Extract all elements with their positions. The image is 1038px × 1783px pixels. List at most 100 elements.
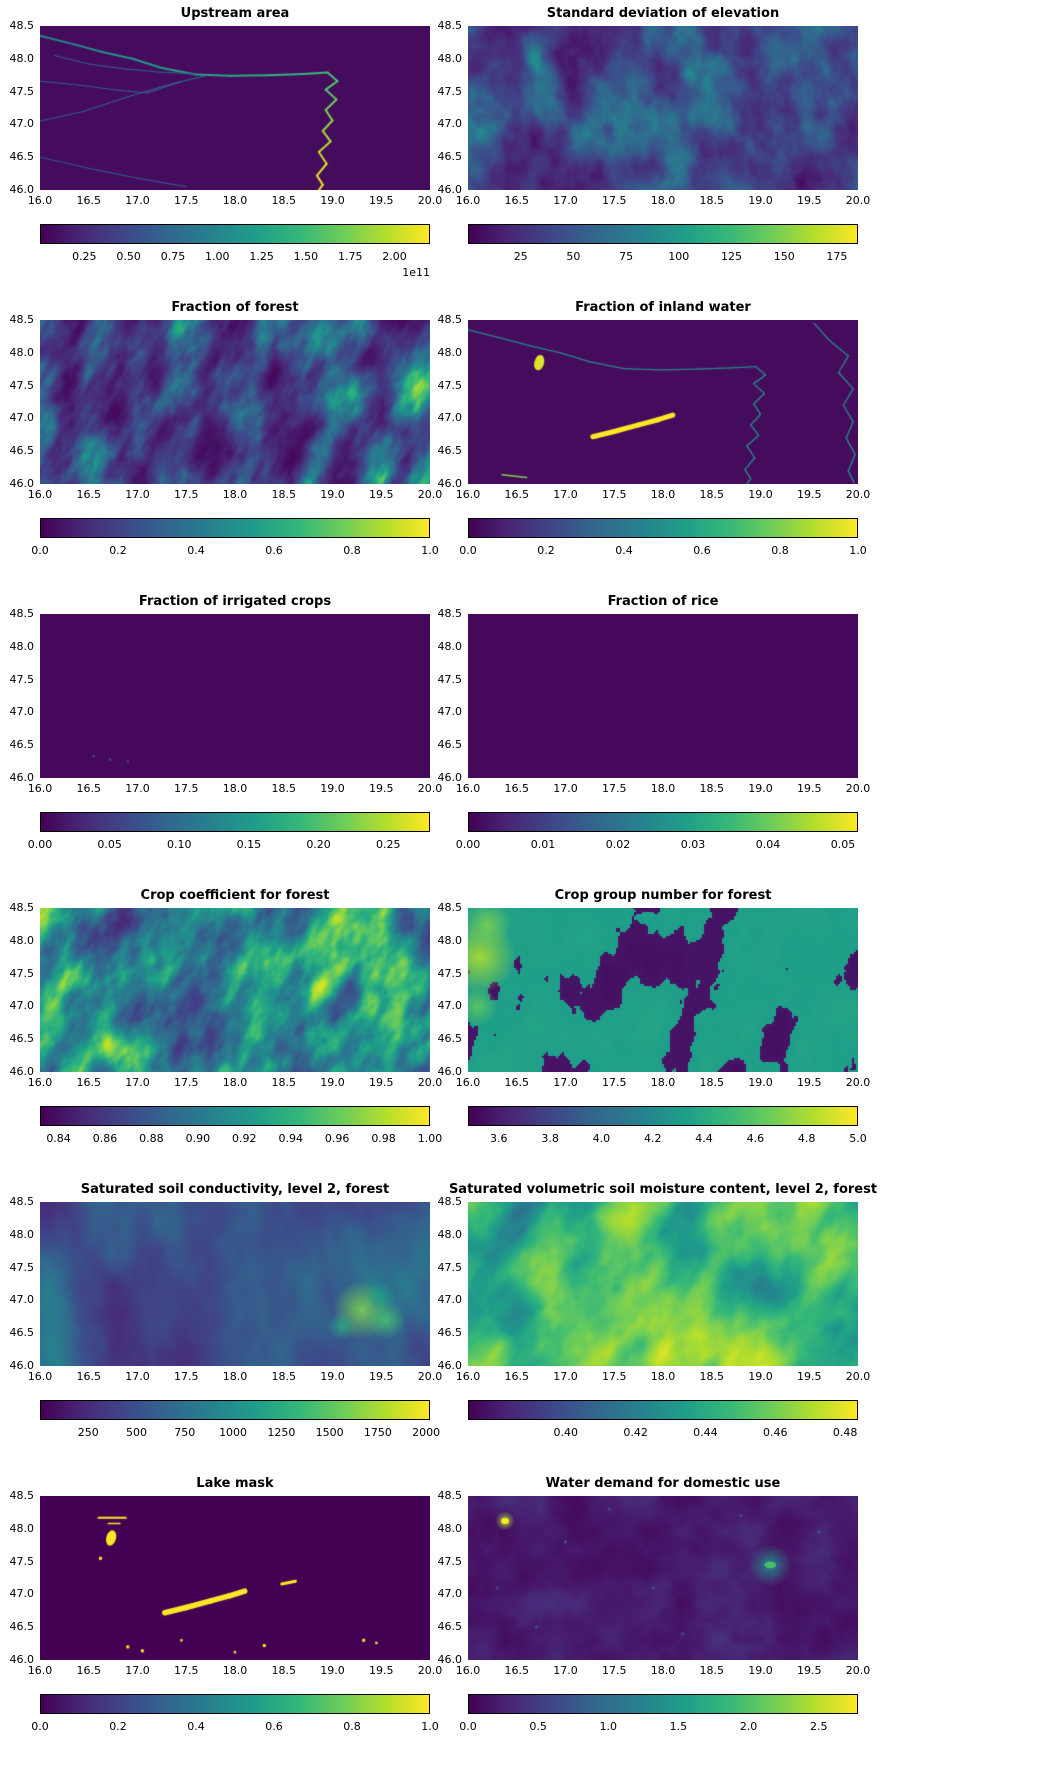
subplot-fraction-forest: Fraction of forest 48.5 48.0 47.5 47.0 46.5 46… [0, 298, 470, 592]
x-tick-label: 19.0 [320, 194, 345, 207]
y-tick-label: 46.0 [437, 1653, 463, 1666]
subplot-crop-group-number-forest: Crop group number for forest 48.5 48.0 47.5… [428, 886, 898, 1180]
y-tick-label: 46.0 [437, 477, 463, 490]
colorbar-tick-label: 0.4 [187, 1720, 205, 1733]
x-tick-label: 19.5 [369, 1370, 394, 1383]
colorbar-tick-label: 0.4 [187, 544, 205, 557]
x-tick-label: 18.5 [699, 488, 725, 501]
colorbar-saturated-soil-moisture [468, 1400, 858, 1420]
x-tick-label: 18.5 [699, 782, 725, 795]
colorbar-tick-label: 1.0 [421, 544, 439, 557]
colorbar-tick-label: 0.01 [530, 838, 556, 851]
colorbar-tick-label: 4.2 [643, 1132, 662, 1145]
x-tick-label: 19.5 [369, 1076, 394, 1089]
x-tick-label: 16.0 [27, 1076, 53, 1089]
colorbar-tick-label: 0.90 [185, 1132, 211, 1145]
colorbar-tick-label: 0.84 [46, 1132, 71, 1145]
x-tick-label: 20.0 [845, 1076, 871, 1089]
x-tick-label: 17.5 [174, 1076, 199, 1089]
heatmap-canvas-saturated-soil-moisture [468, 1202, 858, 1366]
colorbar-tick-label: 750 [174, 1426, 196, 1439]
x-tick-label: 19.5 [369, 1664, 394, 1677]
colorbar-tick-label: 5.0 [849, 1132, 867, 1145]
x-tick-label: 17.0 [553, 1370, 578, 1383]
y-tick-label: 48.0 [9, 1227, 35, 1241]
x-tick-label: 17.0 [553, 782, 578, 795]
x-tick-label: 16.5 [504, 1370, 530, 1383]
y-tick-label: 48.0 [437, 345, 463, 359]
colorbar-tick-label: 2.0 [739, 1720, 758, 1733]
colorbar-tick-label: 0.8 [343, 544, 361, 557]
y-tick-label: 46.5 [437, 1032, 463, 1046]
x-tick-label: 16.5 [504, 782, 530, 795]
colorbar-tick-label: 0.6 [265, 1720, 283, 1733]
x-tick-label: 17.5 [174, 1664, 199, 1677]
y-tick-label: 46.5 [437, 444, 463, 458]
colorbar-std-elevation [468, 224, 858, 244]
y-tick-label: 46.5 [9, 1032, 35, 1046]
heatmap-canvas-saturated-soil-conductivity [40, 1202, 430, 1366]
colorbar-tick-label: 0.96 [324, 1132, 350, 1145]
subplot-fraction-rice: Fraction of rice 48.5 48.0 47.5 47.0 46.5 46.0… [428, 592, 898, 886]
y-tick-label: 48.0 [437, 51, 463, 65]
y-tick-label: 47.5 [9, 672, 35, 686]
y-tick-label: 46.0 [9, 477, 35, 490]
x-tick-label: 19.0 [748, 1370, 773, 1383]
x-tick-label: 16.0 [27, 194, 53, 207]
colorbar-tick-label: 0.75 [160, 250, 186, 263]
x-tick-label: 16.0 [27, 1664, 53, 1677]
y-tick-label: 46.0 [9, 1359, 35, 1372]
colorbar-crop-coefficient-forest [40, 1106, 430, 1126]
y-tick-label: 46.0 [437, 183, 463, 196]
y-tick-label: 46.5 [9, 444, 35, 458]
y-tick-label: 46.0 [437, 1065, 463, 1078]
colorbar-tick-label: 0.00 [455, 838, 481, 851]
x-tick-label: 17.0 [125, 488, 150, 501]
x-tick-label: 19.5 [369, 488, 394, 501]
subplot-std-elevation: Standard deviation of elevation 48.5 48.0 4… [428, 4, 898, 298]
y-tick-label: 48.5 [437, 1195, 463, 1208]
colorbar-offset-label: 1e11 [402, 266, 430, 279]
y-tick-label: 47.5 [9, 966, 35, 980]
y-tick-label: 47.5 [437, 378, 463, 392]
x-tick-label: 19.5 [797, 488, 822, 501]
x-tick-label: 17.5 [174, 488, 199, 501]
x-tick-label: 20.0 [417, 194, 443, 207]
x-tick-label: 18.5 [271, 782, 297, 795]
colorbar-tick-label: 0.02 [605, 838, 631, 851]
subplot-title-upstream-area: Upstream area [180, 6, 290, 21]
colorbar-fraction-rice [468, 812, 858, 832]
colorbar-tick-label: 1.0 [599, 1720, 618, 1733]
colorbar-tick-label: 1.25 [249, 250, 274, 263]
colorbar-tick-label: 0.05 [830, 838, 856, 851]
y-tick-label: 47.5 [437, 1260, 463, 1274]
subplot-saturated-soil-conductivity: Saturated soil conductivity, level 2, fo… [0, 1180, 470, 1474]
y-tick-label: 47.0 [437, 1293, 463, 1307]
y-tick-label: 47.0 [437, 117, 463, 131]
colorbar-tick-label: 0.10 [167, 838, 192, 851]
colorbar-tick-label: 50 [566, 250, 581, 263]
colorbar-tick-label: 100 [668, 250, 690, 263]
x-tick-label: 18.5 [699, 1370, 725, 1383]
y-tick-label: 48.5 [437, 1489, 463, 1502]
colorbar-tick-label: 0.4 [615, 544, 633, 557]
colorbar-tick-label: 0.98 [371, 1132, 396, 1145]
colorbar-tick-label: 0.8 [771, 544, 789, 557]
colorbar-tick-label: 0.20 [306, 838, 331, 851]
x-tick-label: 17.0 [125, 194, 150, 207]
x-tick-label: 16.0 [455, 194, 481, 207]
subplot-water-demand-domestic: Water demand for domestic use 48.5 48.0 47.… [428, 1474, 898, 1768]
colorbar-tick-label: 1.5 [669, 1720, 688, 1733]
colorbar-tick-label: 1250 [267, 1426, 296, 1439]
x-tick-label: 20.0 [417, 782, 443, 795]
colorbar-tick-label: 2.00 [382, 250, 407, 263]
colorbar-tick-label: 0.42 [623, 1426, 648, 1439]
y-tick-label: 48.5 [9, 901, 35, 914]
y-tick-label: 48.0 [437, 1227, 463, 1241]
x-tick-label: 16.5 [504, 1664, 530, 1677]
colorbar-tick-label: 0.48 [832, 1426, 858, 1439]
colorbar-tick-label: 1750 [363, 1426, 392, 1439]
subplot-title-fraction-forest: Fraction of forest [171, 300, 299, 315]
x-tick-label: 18.5 [699, 1076, 725, 1089]
